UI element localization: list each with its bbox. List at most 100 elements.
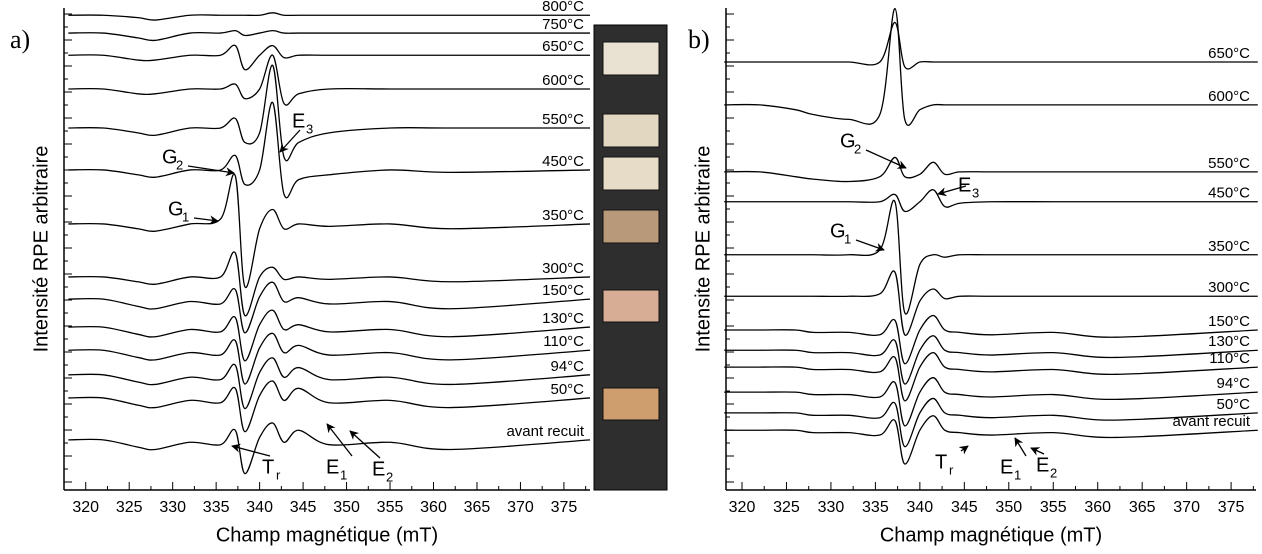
spectrum (68, 332, 591, 385)
spectrum (68, 29, 590, 42)
annotation: G (168, 198, 184, 220)
spectrum (724, 189, 1258, 213)
curve-label: avant recuit (506, 423, 584, 440)
annotation-sub: 3 (972, 185, 979, 200)
x-tick-label: 320 (729, 499, 756, 516)
annotation: E (292, 110, 305, 132)
y-axis-title: Intensité RPE arbitraire (30, 146, 52, 353)
curve-label: 600°C (542, 72, 584, 89)
curve-label: 650°C (1208, 45, 1250, 62)
x-tick-label: 345 (290, 499, 317, 516)
spectrum (68, 44, 590, 71)
spectrum (68, 251, 591, 317)
spectrum (68, 173, 591, 289)
curve-label: avant recuit (1172, 413, 1250, 430)
x-tick-label: 320 (72, 499, 99, 516)
x-tick-label: 325 (116, 499, 143, 516)
annotation-arrow (1014, 437, 1027, 457)
x-tick-label: 350 (995, 499, 1022, 516)
curve-label: 350°C (1208, 238, 1250, 255)
x-tick-label: 355 (1040, 499, 1067, 516)
curve-label: 600°C (1208, 88, 1250, 105)
x-tick-label: 340 (246, 499, 273, 516)
annotation-sub: 2 (854, 141, 861, 156)
annotation-sub: r (276, 467, 281, 482)
curve-label: 130°C (1208, 333, 1250, 350)
spectrum (724, 199, 1258, 315)
annotation: G (840, 130, 856, 152)
curve-label: 450°C (1208, 185, 1250, 202)
annotation-arrow (1030, 447, 1045, 456)
x-tick-label: 375 (1218, 499, 1245, 516)
spectrum (724, 270, 1258, 336)
spectrum (724, 314, 1258, 365)
annotation-arrow (958, 445, 969, 455)
curve-label: 94°C (1216, 375, 1250, 392)
spectrum (724, 156, 1258, 183)
spectrum (68, 101, 591, 199)
annotation-arrow (231, 443, 271, 457)
spectrum (68, 380, 591, 433)
curve-label: 50°C (550, 381, 584, 398)
curve-label: 550°C (1208, 155, 1250, 172)
x-tick-label: 340 (907, 499, 934, 516)
x-tick-label: 335 (203, 499, 230, 516)
x-tick-label: 330 (159, 499, 186, 516)
x-tick-label: 330 (818, 499, 845, 516)
x-tick-label: 350 (333, 499, 360, 516)
spectrum (68, 281, 591, 334)
x-tick-label: 375 (551, 499, 578, 516)
curve-label: 450°C (542, 153, 584, 170)
x-tick-label: 365 (1129, 499, 1156, 516)
x-tick-label: 360 (420, 499, 447, 516)
annotation: E (1000, 456, 1013, 478)
annotation-sub: 1 (844, 231, 851, 246)
spectrum (68, 357, 591, 410)
curve-label: 50°C (1216, 396, 1250, 413)
annotation-arrow (193, 215, 219, 225)
curve-label: 94°C (550, 358, 584, 375)
curve-label: 150°C (542, 282, 584, 299)
annotation-arrow (326, 423, 353, 457)
x-tick-label: 370 (1173, 499, 1200, 516)
annotation: T (262, 456, 274, 478)
curve-label: 350°C (542, 207, 584, 224)
sample-strip (593, 24, 668, 491)
x-tick-label: 345 (951, 499, 978, 516)
spectrum (68, 12, 590, 21)
x-tick-label: 355 (377, 499, 404, 516)
spectrum (724, 351, 1258, 402)
annotation-sub: 2 (176, 157, 183, 172)
y-axis-title: Intensite RPE arbitraire (692, 146, 714, 353)
annotation-arrow (855, 239, 885, 252)
curve-label: 650°C (542, 38, 584, 55)
annotation-sub: r (949, 462, 954, 477)
curve-label: 750°C (542, 16, 584, 33)
annotation: E (326, 456, 339, 478)
curve-label: 110°C (543, 333, 584, 350)
spectrum (724, 7, 1258, 126)
annotation-arrow (187, 165, 235, 177)
annotation-sub: 3 (306, 121, 313, 136)
curve-label: 550°C (542, 111, 584, 128)
annotation: T (935, 451, 947, 473)
spectrum (68, 309, 591, 362)
curve-label: 110°C (1209, 350, 1250, 367)
annotation-sub: 1 (182, 209, 189, 224)
annotation: E (958, 174, 971, 196)
annotation-arrow (349, 430, 381, 459)
curve-label: 300°C (542, 260, 584, 277)
x-tick-label: 325 (773, 499, 800, 516)
spectrum (68, 422, 591, 475)
panel-label: b) (688, 25, 710, 54)
curve-label: 300°C (1208, 279, 1250, 296)
x-tick-label: 360 (1084, 499, 1111, 516)
annotation-sub: 1 (340, 467, 347, 482)
spectrum (724, 335, 1258, 385)
panel-label: a) (10, 25, 30, 54)
spectrum (724, 415, 1258, 465)
annotation: G (162, 146, 178, 168)
annotation: E (372, 458, 385, 480)
annotation-arrow (865, 149, 907, 169)
